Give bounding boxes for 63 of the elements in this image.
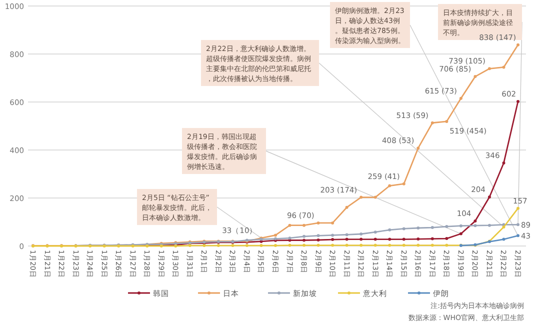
point	[345, 233, 348, 236]
point	[316, 238, 320, 242]
point	[331, 221, 334, 224]
point	[445, 244, 448, 247]
point	[360, 238, 363, 241]
point	[260, 244, 263, 248]
point	[388, 244, 392, 247]
point	[430, 244, 434, 247]
point	[502, 238, 506, 241]
point	[302, 244, 306, 247]
point	[474, 75, 477, 78]
point	[388, 184, 392, 188]
point	[474, 220, 477, 223]
point	[459, 232, 462, 236]
point	[331, 244, 334, 247]
point	[360, 244, 363, 247]
point	[416, 238, 420, 241]
point	[274, 234, 277, 237]
point	[288, 224, 292, 227]
point	[388, 228, 392, 232]
point	[516, 43, 520, 46]
point	[374, 230, 377, 234]
point	[488, 67, 491, 70]
point	[402, 244, 406, 247]
point	[488, 224, 491, 227]
point	[516, 100, 520, 104]
point	[302, 238, 306, 242]
point	[202, 244, 206, 248]
point	[374, 196, 377, 199]
point	[374, 238, 377, 241]
point	[416, 146, 420, 150]
point	[459, 96, 462, 100]
point	[316, 234, 320, 238]
point	[502, 66, 506, 69]
line-series	[74, 223, 520, 248]
point	[374, 244, 377, 247]
point	[474, 224, 477, 228]
point	[360, 196, 363, 199]
point	[345, 238, 348, 241]
point	[445, 237, 448, 240]
point	[445, 120, 448, 123]
point	[331, 234, 334, 237]
point	[316, 221, 320, 224]
point	[231, 244, 234, 248]
point	[402, 227, 406, 230]
point	[345, 206, 348, 209]
point	[459, 224, 462, 228]
point	[302, 224, 306, 227]
point	[316, 244, 320, 247]
point	[502, 161, 506, 164]
point	[288, 244, 292, 247]
point	[502, 226, 506, 229]
point	[302, 234, 306, 238]
point	[430, 237, 434, 240]
point	[430, 121, 434, 124]
point	[345, 244, 348, 247]
point	[516, 206, 520, 210]
point	[402, 238, 406, 241]
point	[516, 234, 520, 238]
point	[388, 238, 392, 241]
point	[516, 223, 520, 226]
point	[416, 244, 420, 247]
point	[402, 182, 406, 186]
